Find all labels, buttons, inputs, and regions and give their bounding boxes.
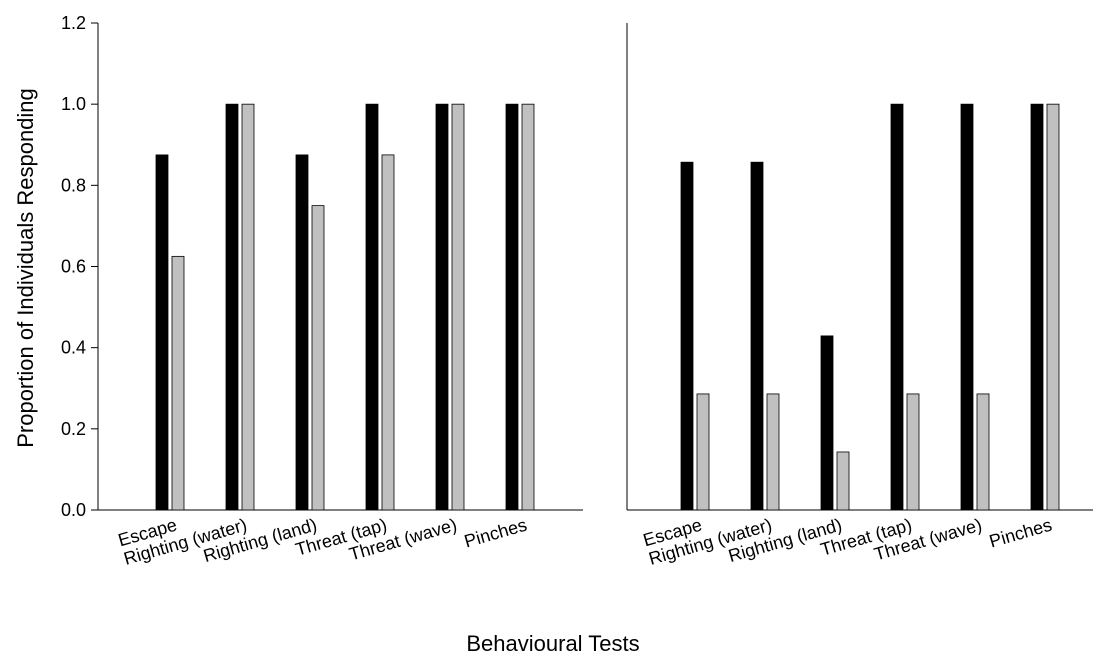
left-y-tick-label: 0.0: [61, 500, 86, 520]
left-y-tick-label: 0.6: [61, 257, 86, 277]
left-y-tick-label: 0.2: [61, 419, 86, 439]
right-bar-series1: [750, 161, 764, 511]
left-bar-series2: [451, 103, 465, 511]
right-bar-series2: [976, 393, 990, 511]
left-bar-series2: [521, 103, 535, 511]
left-y-tick-label: 1.2: [61, 13, 86, 33]
left-y-tick-label: 1.0: [61, 94, 86, 114]
right-x-tick-label: Pinches: [987, 515, 1054, 552]
left-bar-series1: [225, 103, 239, 511]
right-bar-series1: [1030, 103, 1044, 511]
left-y-tick-label: 0.4: [61, 338, 86, 358]
left-bar-series2: [171, 255, 185, 511]
right-bar-series2: [696, 393, 710, 511]
right-bar-series2: [1046, 103, 1060, 511]
left-bar-series1: [295, 154, 309, 511]
left-bar-series1: [155, 154, 169, 511]
left-x-tick-label: Pinches: [462, 515, 529, 552]
left-y-tick-label: 0.8: [61, 175, 86, 195]
right-bar-series2: [766, 393, 780, 511]
right-bar-series1: [820, 335, 834, 511]
left-bar-series1: [365, 103, 379, 511]
right-bar-series1: [890, 103, 904, 511]
left-bar-series2: [381, 154, 395, 511]
right-bar-series1: [680, 161, 694, 511]
right-bar-series2: [836, 451, 850, 511]
right-bar-series2: [906, 393, 920, 511]
y-axis-title: Proportion of Individuals Responding: [13, 88, 38, 448]
left-bar-series1: [435, 103, 449, 511]
x-axis-title: Behavioural Tests: [466, 631, 639, 656]
left-bar-series2: [241, 103, 255, 511]
right-bar-series1: [960, 103, 974, 511]
left-bar-series2: [311, 205, 325, 511]
left-bar-series1: [505, 103, 519, 511]
